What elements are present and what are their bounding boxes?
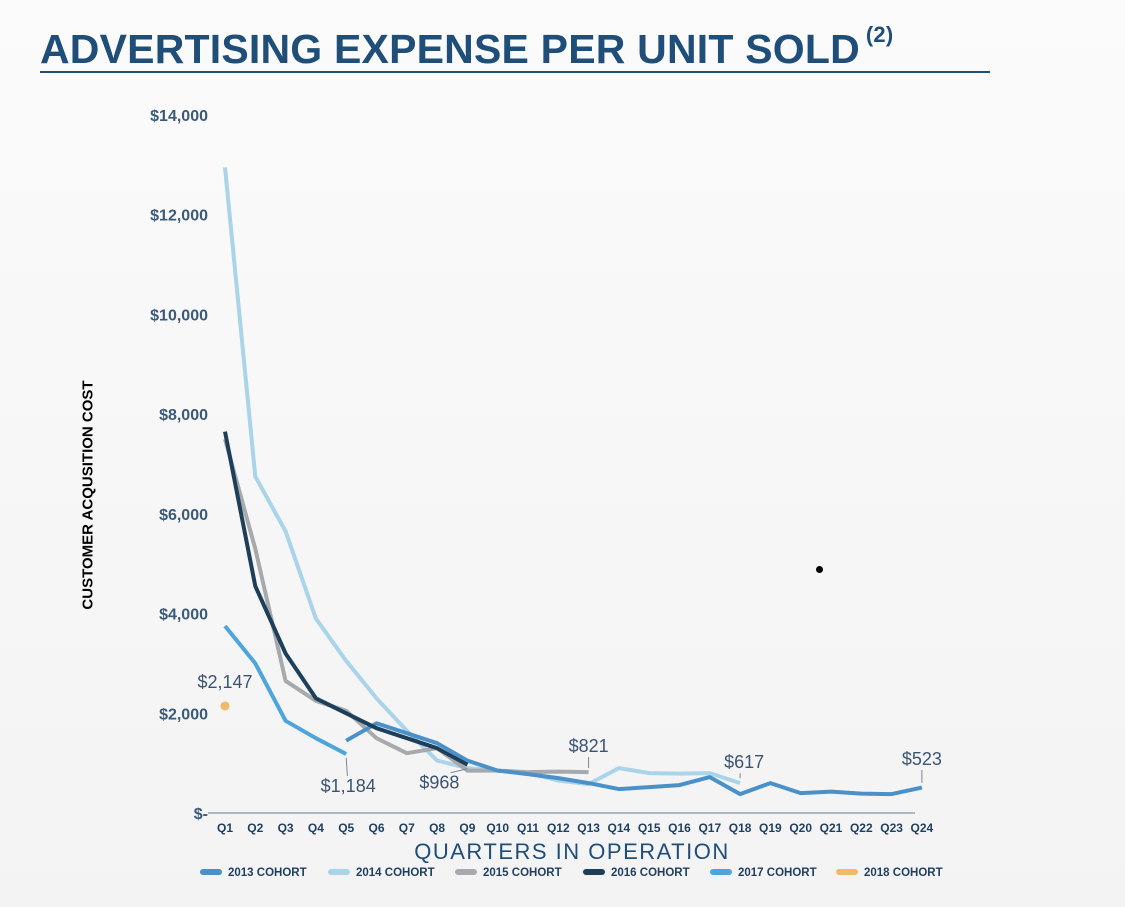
x-tick-label: Q10 bbox=[486, 821, 509, 835]
x-tick-label: Q4 bbox=[308, 821, 324, 835]
stray-dot bbox=[816, 566, 823, 573]
x-tick-label: Q19 bbox=[759, 821, 782, 835]
y-tick-label: $- bbox=[194, 806, 208, 823]
title-text: ADVERTISING EXPENSE PER UNIT SOLD bbox=[40, 26, 860, 72]
x-tick-label: Q18 bbox=[729, 821, 752, 835]
series-lines bbox=[220, 167, 923, 797]
legend-swatch bbox=[328, 869, 350, 875]
series-line-2017-cohort bbox=[223, 624, 348, 756]
series-point-2018-cohort bbox=[220, 701, 230, 711]
x-tick-label: Q7 bbox=[399, 821, 415, 835]
x-tick-label: Q2 bbox=[247, 821, 263, 835]
series-line-2016-cohort bbox=[223, 431, 469, 767]
title-footnote: (2) bbox=[865, 22, 894, 48]
x-tick-label: Q17 bbox=[698, 821, 721, 835]
legend-label: 2014 COHORT bbox=[356, 867, 435, 879]
x-tick-label: Q24 bbox=[911, 821, 934, 835]
x-tick-label: Q20 bbox=[789, 821, 812, 835]
label-leader bbox=[345, 757, 348, 777]
legend-label: 2018 COHORT bbox=[864, 867, 943, 879]
x-tick-label: Q3 bbox=[278, 821, 294, 835]
data-label: $1,184 bbox=[321, 776, 376, 796]
x-tick-label: Q16 bbox=[668, 821, 691, 835]
x-tick-label: Q22 bbox=[850, 821, 873, 835]
legend-swatch bbox=[200, 869, 222, 875]
x-tick-label: Q8 bbox=[429, 821, 445, 835]
legend-label: 2015 COHORT bbox=[483, 867, 562, 879]
y-tick-label: $12,000 bbox=[150, 208, 208, 225]
legend-swatch bbox=[836, 869, 858, 875]
x-axis-label: QUARTERS IN OPERATION bbox=[414, 839, 730, 864]
x-tick-label: Q14 bbox=[608, 821, 631, 835]
data-label: $617 bbox=[724, 752, 764, 772]
x-tick-label: Q23 bbox=[880, 821, 903, 835]
series-line-2015-cohort bbox=[223, 438, 589, 775]
legend-swatch bbox=[455, 869, 477, 875]
x-tick-label: Q6 bbox=[368, 821, 384, 835]
x-tick-label: Q5 bbox=[338, 821, 354, 835]
title-underline bbox=[40, 71, 990, 73]
legend-swatch bbox=[583, 869, 605, 875]
legend-label: 2013 COHORT bbox=[228, 867, 307, 879]
legend-swatch bbox=[710, 869, 732, 875]
x-axis-ticks: Q1 Q2 Q3 Q4 Q5 Q6 Q7 Q8 Q9 Q10 Q11 Q12 Q13 Q14 Q15 Q16 Q… bbox=[217, 821, 934, 835]
y-tick-label: $2,000 bbox=[159, 706, 208, 723]
series-line-2013-cohort bbox=[345, 721, 923, 797]
y-tick-label: $6,000 bbox=[159, 507, 208, 524]
x-tick-label: Q1 bbox=[217, 821, 233, 835]
page-title: ADVERTISING EXPENSE PER UNIT SOLD (2) bbox=[40, 22, 893, 73]
x-tick-label: Q11 bbox=[517, 821, 539, 835]
data-label: $968 bbox=[419, 773, 459, 793]
legend-label: 2017 COHORT bbox=[738, 867, 817, 879]
y-tick-label: $8,000 bbox=[159, 407, 208, 424]
x-tick-label: Q15 bbox=[638, 821, 661, 835]
y-tick-label: $10,000 bbox=[150, 307, 208, 324]
y-tick-label: $4,000 bbox=[159, 607, 208, 624]
x-tick-label: Q9 bbox=[459, 821, 475, 835]
legend: 2013 COHORT 2014 COHORT 2015 COHORT 2016 CO… bbox=[200, 867, 943, 879]
y-axis-ticks: $- $2,000 $4,000 $6,000 $8,000 $10,000 $12,000… bbox=[150, 108, 208, 823]
y-tick-label: $14,000 bbox=[150, 108, 208, 125]
data-label: $2,147 bbox=[197, 672, 252, 692]
label-leader bbox=[450, 768, 468, 774]
x-tick-label: Q21 bbox=[820, 821, 843, 835]
data-label: $821 bbox=[569, 736, 609, 756]
x-tick-label: Q13 bbox=[577, 821, 600, 835]
x-tick-label: Q12 bbox=[547, 821, 570, 835]
legend-label: 2016 COHORT bbox=[611, 867, 690, 879]
data-annotations: $2,147 $1,184 $968 $821 $617 $523 bbox=[197, 672, 941, 796]
data-label: $523 bbox=[902, 749, 942, 769]
